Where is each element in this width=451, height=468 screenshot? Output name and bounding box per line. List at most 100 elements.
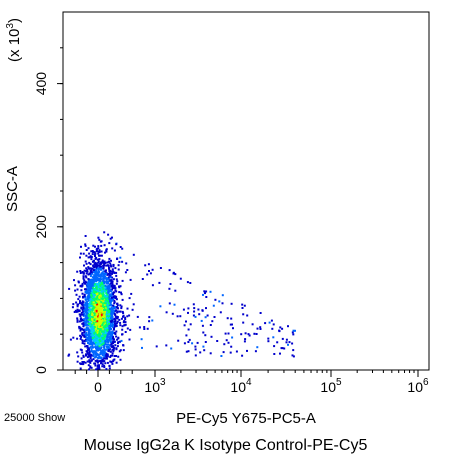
event-dot bbox=[85, 272, 88, 275]
event-dot bbox=[97, 365, 100, 368]
event-dot bbox=[69, 338, 72, 341]
event-dot bbox=[120, 339, 123, 342]
event-dot bbox=[85, 334, 88, 337]
event-dot bbox=[84, 288, 87, 291]
event-dot bbox=[111, 346, 114, 348]
event-dot bbox=[251, 323, 254, 326]
event-dot bbox=[94, 359, 97, 362]
event-dot bbox=[106, 357, 108, 360]
event-dot bbox=[120, 307, 123, 310]
event-dot bbox=[79, 329, 82, 332]
event-dot bbox=[103, 364, 106, 367]
event-dot bbox=[82, 361, 85, 363]
event-dot bbox=[90, 338, 92, 341]
event-dot bbox=[95, 287, 98, 290]
event-dot bbox=[86, 337, 89, 340]
event-dot bbox=[101, 326, 104, 329]
event-dot bbox=[104, 340, 107, 343]
event-dot bbox=[86, 282, 89, 285]
event-dot bbox=[81, 308, 84, 311]
event-dot bbox=[112, 293, 115, 296]
event-dot bbox=[103, 344, 106, 347]
event-dot bbox=[112, 348, 115, 351]
event-dot bbox=[108, 283, 111, 286]
event-dot bbox=[108, 287, 111, 289]
event-dot bbox=[104, 322, 107, 325]
event-dot bbox=[87, 273, 90, 276]
event-dot bbox=[98, 306, 101, 309]
event-dot bbox=[95, 301, 98, 304]
event-dot bbox=[86, 352, 89, 355]
event-dot bbox=[168, 302, 171, 305]
event-dot bbox=[120, 305, 123, 308]
event-dot bbox=[93, 326, 96, 329]
event-dot bbox=[84, 336, 87, 339]
event-dot bbox=[102, 280, 105, 283]
event-dot bbox=[82, 325, 85, 328]
event-dot bbox=[96, 361, 99, 364]
event-dot bbox=[95, 269, 98, 272]
event-dot bbox=[87, 296, 90, 299]
event-dot bbox=[108, 329, 111, 332]
event-dot bbox=[107, 346, 110, 349]
event-dot bbox=[94, 332, 97, 335]
event-dot bbox=[99, 317, 102, 320]
event-dot bbox=[97, 316, 100, 319]
event-dot bbox=[98, 267, 101, 270]
event-dot bbox=[102, 279, 105, 282]
event-dot bbox=[132, 303, 135, 306]
event-dot bbox=[78, 327, 81, 330]
event-dot bbox=[97, 245, 100, 248]
event-dot bbox=[268, 321, 271, 324]
event-dot bbox=[102, 292, 105, 295]
event-dot bbox=[86, 290, 89, 293]
event-dot bbox=[103, 297, 106, 300]
event-dot bbox=[223, 343, 226, 346]
event-dot bbox=[120, 317, 123, 320]
event-dot bbox=[76, 305, 79, 308]
event-dot bbox=[227, 341, 230, 344]
event-dot bbox=[85, 354, 87, 357]
event-dot bbox=[113, 358, 116, 361]
event-dot bbox=[96, 276, 99, 279]
event-dot bbox=[93, 277, 96, 280]
event-dot bbox=[103, 352, 105, 355]
event-dot bbox=[87, 353, 90, 356]
event-dot bbox=[97, 278, 99, 281]
event-dot bbox=[110, 284, 113, 287]
event-dot bbox=[124, 331, 127, 333]
event-dot bbox=[201, 324, 204, 327]
event-dot bbox=[99, 263, 102, 266]
event-dot bbox=[84, 244, 87, 247]
event-dot bbox=[100, 285, 103, 288]
event-dot bbox=[93, 342, 96, 345]
event-dot bbox=[96, 360, 99, 363]
event-dot bbox=[100, 320, 102, 323]
event-dot bbox=[113, 331, 116, 334]
event-dot bbox=[90, 312, 93, 315]
event-dot bbox=[205, 290, 208, 293]
event-dot bbox=[183, 324, 186, 327]
event-dot bbox=[85, 301, 88, 304]
event-dot bbox=[201, 309, 204, 312]
event-dot bbox=[79, 284, 82, 287]
event-dot bbox=[97, 284, 100, 286]
event-dot bbox=[118, 286, 121, 289]
event-dot bbox=[118, 260, 121, 263]
event-dot bbox=[106, 334, 109, 337]
event-dot bbox=[101, 330, 103, 333]
event-dot bbox=[231, 336, 234, 339]
event-dot bbox=[106, 353, 109, 356]
event-dot bbox=[92, 271, 95, 273]
event-dot bbox=[85, 326, 88, 329]
event-dot bbox=[99, 340, 102, 343]
event-dot bbox=[94, 273, 97, 276]
event-dot bbox=[148, 316, 151, 319]
event-dot bbox=[94, 356, 96, 359]
event-dot bbox=[91, 307, 94, 310]
event-dot bbox=[79, 270, 82, 272]
event-dot bbox=[91, 343, 94, 346]
event-dot bbox=[78, 309, 81, 312]
event-dot bbox=[89, 313, 92, 316]
